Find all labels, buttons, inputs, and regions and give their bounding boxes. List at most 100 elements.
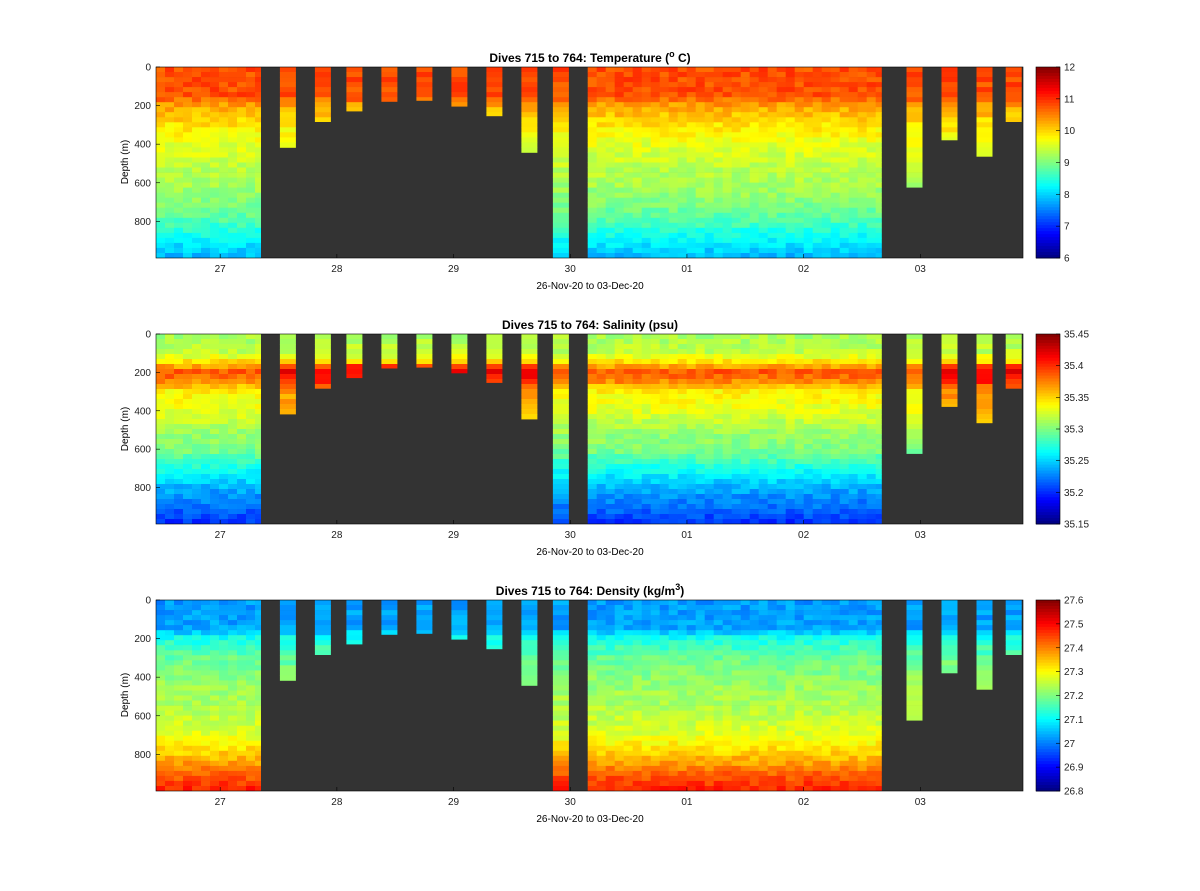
salinity-profile-cell (587, 509, 598, 515)
temperature-profile-cell (686, 107, 697, 113)
salinity-profile-cell (875, 504, 882, 510)
salinity-colorbar-swatch (1036, 342, 1060, 347)
salinity-profile-cell (605, 449, 616, 455)
temperature-profile-cell (183, 77, 193, 83)
density-profile-cell (596, 605, 607, 611)
temperature-profile-cell (521, 77, 538, 83)
salinity-profile-cell (201, 449, 211, 455)
salinity-profile-cell (686, 404, 697, 410)
salinity-profile-cell (641, 469, 652, 475)
density-profile-cell (623, 740, 634, 747)
salinity-profile-cell (740, 474, 751, 480)
temperature-profile-cell (794, 107, 805, 113)
salinity-profile-cell (976, 389, 993, 395)
salinity-profile-cell (632, 439, 643, 445)
density-profile-cell (192, 770, 202, 777)
density-profile-cell (632, 690, 643, 696)
salinity-profile-cell (731, 429, 742, 435)
salinity-profile-cell (812, 419, 823, 425)
salinity-profile-cell (722, 369, 733, 375)
temperature-profile-cell (857, 147, 868, 153)
salinity-profile-cell (255, 489, 261, 495)
temperature-segment-column (767, 67, 778, 258)
temperature-profile-cell (596, 137, 607, 143)
temperature-profile-cell (906, 97, 923, 103)
temperature-profile-cell (722, 197, 733, 204)
density-profile-cell (228, 650, 238, 656)
temperature-profile-cell (486, 107, 503, 113)
density-profile-cell (614, 620, 625, 626)
density-profile-cell (210, 670, 220, 676)
temperature-profile-cell (722, 237, 733, 244)
temperature-profile-cell (704, 82, 715, 88)
temperature-profile-cell (731, 92, 742, 98)
density-profile-cell (659, 685, 670, 691)
salinity-profile-cell (381, 334, 398, 340)
temperature-profile-cell (803, 152, 814, 158)
density-profile-cell (632, 675, 643, 681)
salinity-profile-cell (767, 359, 778, 365)
temperature-profile-cell (740, 77, 751, 83)
temperature-profile-cell (677, 197, 688, 204)
salinity-profile-cell (740, 479, 751, 485)
salinity-profile-cell (641, 409, 652, 415)
density-profile-cell (228, 670, 238, 676)
salinity-segment-column (596, 334, 607, 524)
temperature-profile-cell (848, 192, 859, 199)
temperature-profile-cell (866, 253, 877, 258)
temperature-profile-cell (650, 212, 661, 219)
salinity-profile-cell (704, 459, 715, 465)
temperature-colorbar-swatch (1036, 114, 1060, 119)
salinity-profile-cell (830, 509, 841, 515)
salinity-profile-cell (776, 394, 787, 400)
salinity-profile-cell (866, 474, 877, 480)
salinity-colorbar-swatch (1036, 503, 1060, 507)
salinity-profile-cell (614, 349, 625, 355)
temperature-profile-cell (875, 237, 882, 244)
salinity-profile-cell (183, 519, 193, 524)
density-profile-cell (192, 605, 202, 611)
temperature-profile-cell (704, 207, 715, 214)
temperature-profile-cell (228, 137, 238, 143)
density-profile-cell (596, 690, 607, 696)
temperature-profile-cell (650, 132, 661, 138)
temperature-profile-cell (246, 127, 256, 133)
salinity-profile-cell (749, 519, 760, 524)
salinity-segment-column (246, 334, 256, 524)
temperature-profile-cell (976, 137, 993, 143)
salinity-segment-column (830, 334, 841, 524)
salinity-profile-cell (857, 509, 868, 515)
temperature-profile-cell (776, 147, 787, 153)
salinity-profile-cell (941, 364, 958, 370)
temperature-profile-cell (650, 157, 661, 163)
temperature-profile-cell (704, 232, 715, 239)
salinity-profile-cell (758, 354, 769, 360)
temperature-profile-cell (906, 127, 923, 133)
salinity-profile-cell (632, 509, 643, 515)
salinity-profile-cell (1005, 339, 1022, 345)
salinity-profile-cell (731, 514, 742, 520)
temperature-colorbar-tick-label: 9 (1064, 158, 1070, 169)
salinity-profile-cell (758, 504, 769, 510)
salinity-profile-cell (839, 394, 850, 400)
salinity-profile-cell (246, 464, 256, 470)
temperature-profile-cell (704, 137, 715, 143)
salinity-profile-cell (659, 469, 670, 475)
temperature-profile-cell (776, 177, 787, 183)
temperature-profile-cell (659, 142, 670, 148)
temperature-profile-cell (255, 72, 261, 78)
salinity-profile-cell (875, 349, 882, 355)
temperature-colorbar-swatch (1036, 207, 1060, 211)
salinity-profile-cell (776, 479, 787, 485)
salinity-profile-cell (165, 434, 175, 440)
temperature-profile-cell (314, 107, 331, 113)
salinity-profile-cell (346, 354, 363, 360)
salinity-profile-cell (857, 414, 868, 420)
salinity-profile-cell (839, 354, 850, 360)
temperature-profile-cell (650, 167, 661, 173)
salinity-profile-cell (830, 349, 841, 355)
temperature-profile-cell (866, 187, 877, 193)
density-profile-cell (255, 615, 261, 621)
density-profile-cell (192, 720, 202, 726)
salinity-colorbar-swatch (1036, 405, 1060, 409)
